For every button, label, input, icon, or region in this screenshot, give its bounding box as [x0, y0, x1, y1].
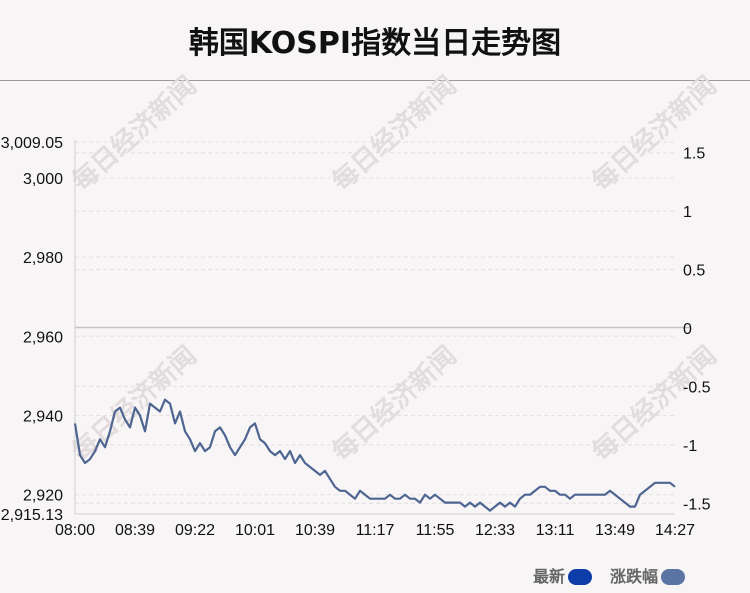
watermark-text: 每日经济新闻	[586, 70, 723, 197]
index-line-series	[73, 398, 676, 512]
y-left-tick-label: 2,960	[23, 329, 63, 346]
x-tick-label: 13:49	[595, 522, 635, 539]
x-tick-label: 10:39	[295, 522, 335, 539]
y-right-tick-label: 1.5	[683, 146, 705, 163]
watermark-text: 每日经济新闻	[586, 340, 723, 467]
x-tick-label: 09:22	[175, 522, 215, 539]
y-right-tick-label: -0.5	[683, 379, 711, 396]
y-left-tick-label: 2,980	[23, 250, 63, 267]
x-tick-label: 11:17	[356, 522, 395, 539]
x-tick-label: 13:11	[536, 522, 575, 539]
y-right-tick-label: -1.5	[683, 496, 711, 513]
x-tick-label: 12:33	[475, 522, 515, 539]
legend-latest-swatch	[568, 569, 593, 585]
y-left-tick-label: 2,940	[23, 408, 63, 425]
x-tick-label: 14:27	[655, 522, 695, 539]
y-left-tick-label: 3,000	[23, 171, 63, 188]
watermark-text: 每日经济新闻	[66, 340, 203, 467]
legend-change-swatch	[661, 569, 686, 585]
legend-latest-label: 最新	[533, 567, 566, 586]
x-tick-label: 11:55	[416, 522, 455, 539]
y-right-tick-label: 1	[683, 204, 692, 221]
watermark-text: 每日经济新闻	[326, 340, 463, 467]
y-right-tick-label: 0.5	[683, 263, 705, 280]
legend-latest: 最新	[533, 563, 593, 587]
chart-title: 韩国KOSPI指数当日走势图	[188, 26, 562, 61]
y-right-tick-label: 0	[683, 321, 692, 338]
title-divider	[0, 80, 750, 81]
x-tick-label: 10:01	[235, 522, 275, 539]
y-left-tick-label: 3,009.05	[1, 135, 63, 152]
legend-change: 涨跌幅	[610, 563, 686, 587]
x-tick-label: 08:00	[55, 522, 95, 539]
x-tick-label: 08:39	[115, 522, 155, 539]
y-left-tick-label: 2,920	[23, 488, 63, 505]
y-right-tick-label: -1	[683, 438, 697, 455]
legend-change-label: 涨跌幅	[610, 567, 659, 586]
y-left-tick-label: 2,915.13	[1, 507, 63, 524]
